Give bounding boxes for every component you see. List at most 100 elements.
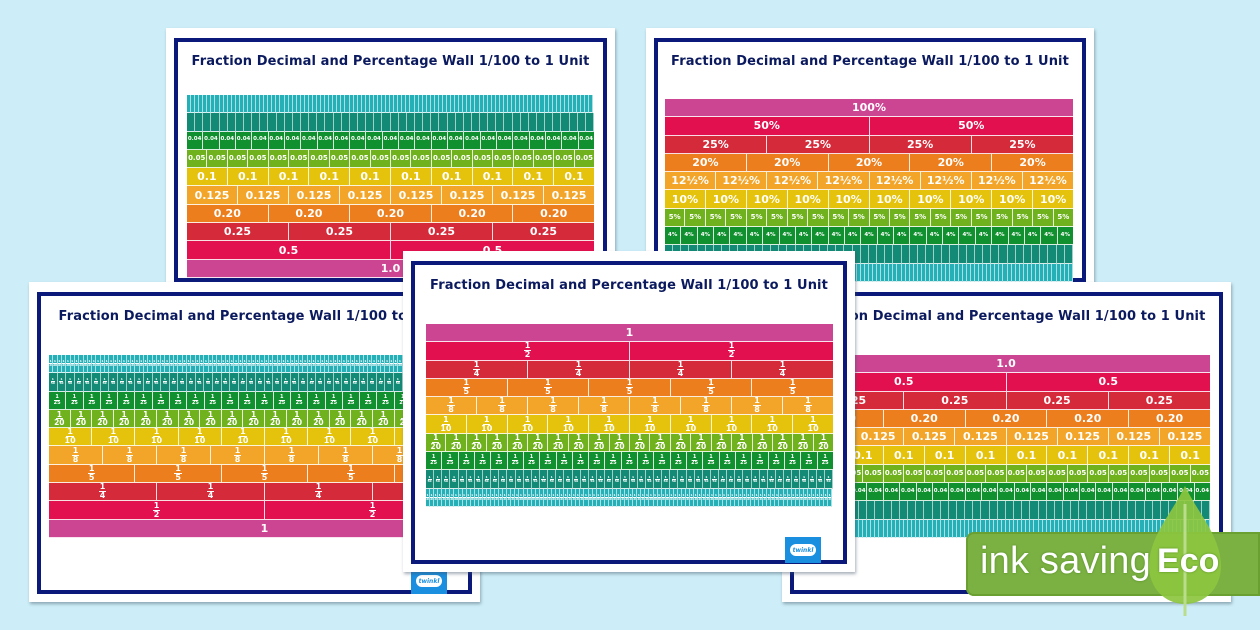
wall-cell: 5% — [767, 208, 788, 228]
wall-cell: 1100 — [681, 488, 686, 507]
wall-cell: 1100 — [212, 355, 218, 374]
wall-cell: 1100 — [230, 355, 235, 374]
wall-cell: 1100 — [799, 488, 804, 507]
wall-cell — [917, 263, 922, 282]
wall-cell — [1052, 263, 1057, 282]
wall-cell: 1100 — [828, 488, 833, 507]
wall-cell — [284, 95, 289, 114]
wall-cell — [373, 95, 378, 114]
wall-cell: 4% — [861, 227, 878, 246]
poster-fraction-center[interactable]: Fraction Decimal and Percentage Wall 1/1… — [403, 251, 855, 572]
wall-cell — [1032, 245, 1041, 264]
wall-cell — [916, 519, 921, 538]
wall-cell: 10% — [869, 190, 911, 209]
wall-cell — [897, 263, 902, 282]
wall-cell: 4% — [844, 227, 862, 246]
poster-decimal-top-left[interactable]: Fraction Decimal and Percentage Wall 1/1… — [166, 28, 615, 290]
fraction-label: 1100 — [462, 492, 466, 501]
wall-cell: 0.04 — [916, 483, 933, 502]
wall-cell: 0.125 — [340, 186, 391, 205]
poster-title: Fraction Decimal and Percentage Wall 1/1… — [58, 309, 457, 324]
wall-cell — [1036, 263, 1041, 282]
wall-cell: 1100 — [359, 355, 364, 374]
wall-cell: 1100 — [442, 488, 447, 507]
wall-cell — [934, 245, 943, 264]
wall-cell — [1044, 263, 1049, 282]
wall-cell: 0.05 — [1190, 464, 1211, 484]
twinkl-logo: twinkl — [785, 537, 821, 563]
wall-cell: 4% — [665, 227, 682, 246]
fraction-label: 1100 — [66, 359, 70, 368]
poster-percentage-top-right[interactable]: Fraction Decimal and Percentage Wall 1/1… — [646, 28, 1094, 290]
fraction-label: 1100 — [519, 492, 523, 501]
wall-cell: 1100 — [208, 355, 213, 374]
wall-cell: 1100 — [807, 488, 812, 507]
wall-cell: 0.25 — [1108, 391, 1210, 410]
wall-cell: 1100 — [612, 488, 617, 507]
wall-cell — [211, 95, 216, 114]
wall-cell — [544, 95, 549, 114]
wall-cell — [987, 263, 992, 282]
wall-cell: 1100 — [161, 355, 166, 374]
wall-cell — [357, 95, 362, 114]
wall-cell: 0.05 — [945, 464, 966, 484]
wall-cell — [999, 245, 1008, 264]
wall-cell: 1100 — [641, 488, 646, 507]
wall-cell — [1056, 245, 1065, 264]
wall-cell: 1100 — [576, 488, 581, 507]
wall-cell: 12½% — [767, 172, 819, 191]
wall-cell — [195, 113, 204, 132]
fraction-label: 1100 — [495, 492, 499, 501]
fraction-label: 1100 — [286, 359, 290, 368]
wall-cell — [895, 519, 900, 538]
wall-row-1: 1 — [49, 519, 480, 538]
wall-cell — [585, 95, 590, 114]
wall-cell: 0.04 — [235, 131, 253, 150]
fraction-label: 1100 — [698, 492, 702, 501]
wall-cell — [891, 501, 900, 520]
